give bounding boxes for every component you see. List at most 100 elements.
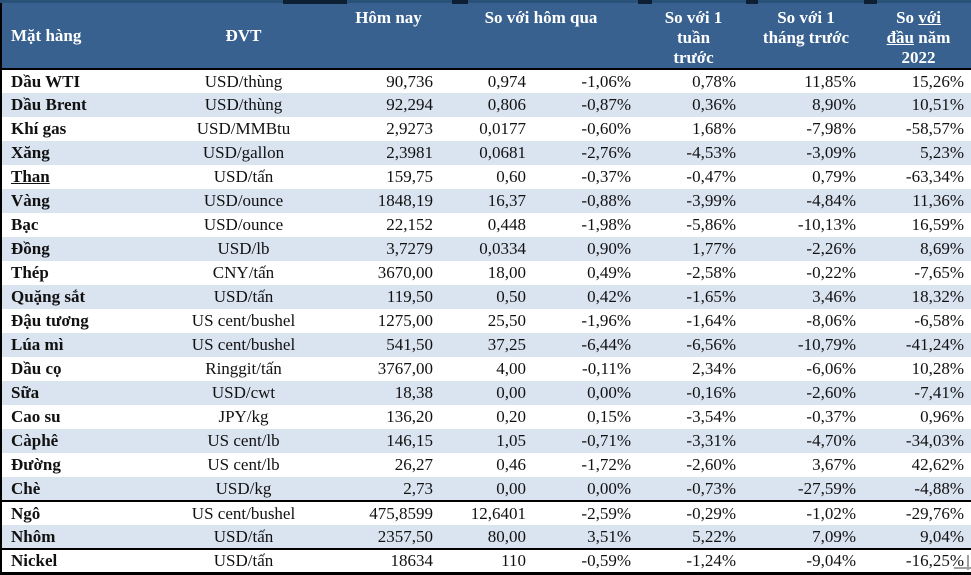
cell-ytd_pct: -29,76%	[866, 500, 971, 526]
cell-chg_pct: -0,37%	[581, 167, 631, 187]
table-row: Vàng USD/ounce 1848,19 16,37 -0,88% -3,9…	[1, 189, 971, 214]
cell-week_pct: 1,68%	[692, 119, 736, 139]
crop-artifact-tick	[746, 0, 758, 4]
column-header-vs-week: So với 1 tuần trước	[641, 1, 746, 71]
cell-week_pct: -2,58%	[686, 263, 736, 283]
cell-item: Quặng sắt	[11, 287, 86, 307]
table-row: Sữa USD/cwt 18,38 0,00 0,00% -0,16% -2,6…	[1, 381, 971, 406]
cell-chg_pct: 3,51%	[587, 526, 631, 546]
cell-week_pct: 0,78%	[692, 71, 736, 91]
cell-item: Ngô	[1, 500, 151, 526]
cell-chg: 0,00	[496, 478, 526, 498]
header-line: So với 1	[664, 8, 723, 27]
cell-ytd_pct: 10,28%	[911, 359, 964, 379]
cell-month_pct: -2,26%	[806, 239, 856, 259]
cell-ytd_pct: -6,58%	[914, 311, 964, 331]
cell-ytd_pct: -16,25%	[866, 548, 971, 574]
cell-ytd_pct: -4,88%	[914, 478, 964, 498]
cell-ytd_pct: -34,03%	[905, 431, 964, 451]
cell-today: 2357,50	[377, 526, 433, 546]
cell-item: Xăng	[11, 143, 50, 163]
cell-unit: USD/tấn	[151, 548, 336, 574]
crop-artifact-tick	[638, 0, 652, 4]
cell-ytd_pct: -58,57%	[905, 119, 964, 139]
crop-artifact-tick	[283, 0, 347, 4]
cell-week_pct: -0,47%	[686, 167, 736, 187]
selection-handle-icon	[954, 567, 971, 569]
cell-item: Lúa mì	[11, 335, 64, 355]
cell-chg_pct: -0,60%	[581, 119, 631, 139]
cell-month_pct: -10,13%	[797, 215, 856, 235]
cell-month_pct: 11,85%	[804, 71, 856, 91]
cell-unit: USD/gallon	[202, 143, 285, 163]
cell-month_pct: -6,06%	[806, 359, 856, 379]
cell-unit: USD/ounce	[203, 191, 284, 211]
cell-chg: 0,0681	[479, 143, 526, 163]
cell-week_pct: 0,36%	[692, 95, 736, 115]
cell-today: 1275,00	[377, 311, 433, 331]
cell-week_pct: -0,73%	[686, 478, 736, 498]
cell-chg_pct: 0,00%	[587, 383, 631, 403]
cell-week_pct: -0,29%	[641, 500, 746, 526]
cell-week_pct: 2,34%	[692, 359, 736, 379]
cell-chg_pct: -1,06%	[581, 71, 631, 91]
selection-handle-icon	[967, 555, 969, 570]
cell-chg_pct: -2,59%	[536, 500, 641, 526]
cell-today: 119,50	[386, 287, 433, 307]
column-header-unit: ĐVT	[151, 1, 336, 71]
table-row: Ngô US cent/bushel 475,8599 12,6401 -2,5…	[1, 500, 971, 526]
cell-chg_pct: -6,44%	[581, 335, 631, 355]
cell-chg: 0,806	[487, 95, 526, 115]
header-line: tháng trước	[762, 28, 850, 48]
cell-item: Than	[11, 167, 50, 187]
cell-item: Thép	[11, 263, 49, 283]
cell-today: 136,20	[386, 407, 433, 427]
table-row: Nickel USD/tấn 18634 110 -0,59% -1,24% -…	[1, 548, 971, 574]
cell-unit: USD/ounce	[203, 215, 284, 235]
cell-item: Chè	[11, 478, 41, 498]
cell-ytd_pct: 42,62%	[911, 455, 964, 475]
cell-unit: US cent/bushel	[151, 500, 336, 526]
table-row: Đồng USD/lb 3,7279 0,0334 0,90% 1,77% -2…	[1, 237, 971, 262]
cell-unit: USD/tấn	[213, 526, 274, 546]
cell-chg_pct: -1,98%	[581, 215, 631, 235]
table-row: Khí gas USD/MMBtu 2,9273 0,0177 -0,60% 1…	[1, 117, 971, 142]
cell-item: Dầu cọ	[11, 359, 62, 379]
crop-artifact-tick	[452, 0, 468, 4]
cell-item: Nickel	[1, 548, 151, 574]
cell-chg: 0,0334	[479, 239, 526, 259]
cell-unit: USD/kg	[215, 478, 272, 498]
cell-unit: CNY/tấn	[212, 263, 275, 283]
cell-today: 22,152	[386, 215, 433, 235]
cell-chg: 110	[441, 548, 536, 574]
cell-week_pct: 5,22%	[692, 526, 736, 546]
cell-today: 92,294	[386, 95, 433, 115]
cell-chg_pct: -0,87%	[581, 95, 631, 115]
cell-week_pct: -0,16%	[686, 383, 736, 403]
cell-today: 541,50	[386, 335, 433, 355]
cell-week_pct: -5,86%	[686, 215, 736, 235]
cell-chg_pct: -0,11%	[582, 359, 631, 379]
cell-ytd_pct: 16,59%	[911, 215, 964, 235]
cell-month_pct: -4,84%	[806, 191, 856, 211]
column-header-vs-ytd: So với đầu năm 2022	[866, 1, 971, 71]
table-header: Mặt hàng ĐVT Hôm nay So với hôm qua So v…	[1, 1, 971, 71]
cell-unit: USD/tấn	[213, 287, 274, 307]
cell-today: 90,736	[386, 71, 433, 91]
cell-week_pct: -6,56%	[686, 335, 736, 355]
cell-month_pct: 3,67%	[812, 455, 856, 475]
cell-chg: 0,974	[487, 71, 526, 91]
column-header-vs-month: So với 1 tháng trước	[746, 1, 866, 71]
cell-today: 18,38	[394, 383, 433, 403]
cell-unit: USD/thùng	[204, 95, 283, 115]
table-row: Đậu tương US cent/bushel 1275,00 25,50 -…	[1, 309, 971, 334]
cell-chg: 16,37	[487, 191, 526, 211]
cell-unit: US cent/bushel	[191, 311, 296, 331]
cell-chg_pct: 0,49%	[587, 263, 631, 283]
cell-ytd_pct: 10,51%	[911, 95, 964, 115]
cell-month_pct: -1,02%	[746, 500, 866, 526]
cell-item: Sữa	[11, 383, 40, 403]
cell-week_pct: -1,65%	[686, 287, 736, 307]
